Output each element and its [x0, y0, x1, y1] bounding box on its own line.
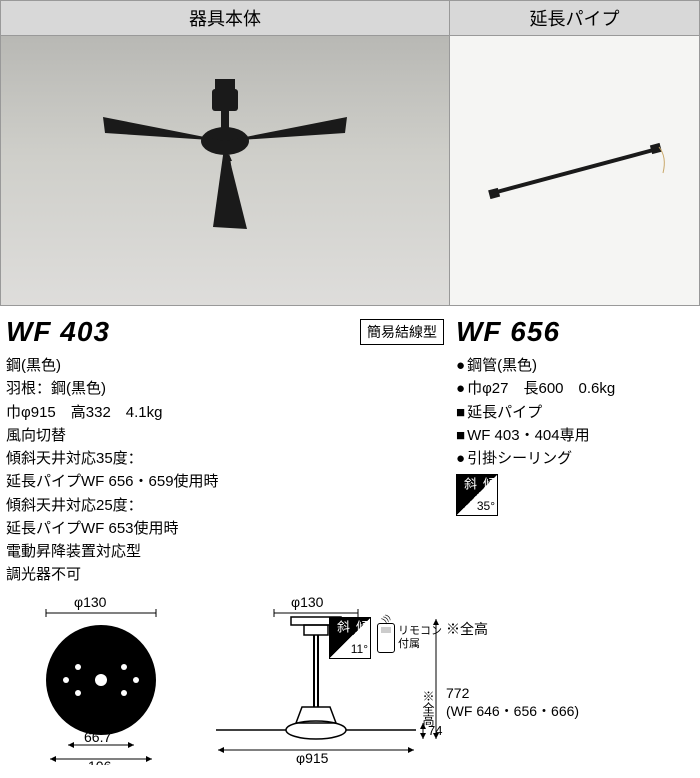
mount-plate-diagram: φ130 66.7 106: [6, 595, 196, 765]
spec-ext-col: WF 656 鋼管(黒色) 巾φ27 長600 0.6kg 延長パイプ WF 4…: [450, 312, 700, 587]
spec-line: 延長パイプWF 653使用時: [6, 517, 444, 540]
product-image-main: [0, 36, 450, 306]
svg-text:106: 106: [88, 758, 112, 765]
slant-badge-main: 傾斜 11°: [329, 617, 371, 659]
spec-line: 巾φ27 長600 0.6kg: [456, 377, 694, 400]
slant-badge-ext: 傾斜 35°: [456, 474, 498, 516]
svg-text:φ130: φ130: [291, 595, 324, 610]
spec-line: 電動昇降装置対応型: [6, 540, 444, 563]
header-main: 器具本体: [0, 0, 450, 36]
ceiling-fan-illustration: [95, 71, 355, 271]
spec-lines-ext: 鋼管(黒色) 巾φ27 長600 0.6kg 延長パイプ WF 403・404専…: [456, 354, 694, 470]
slant-label: 傾斜: [460, 477, 498, 490]
slant-label: 傾斜: [333, 620, 371, 633]
spec-lines-main: 鋼(黒色) 羽根：鋼(黒色) 巾φ915 高332 4.1kg 風向切替 傾斜天…: [6, 354, 444, 587]
product-image-ext: [450, 36, 700, 306]
spec-line: 調光器不可: [6, 563, 444, 586]
svg-text:66.7: 66.7: [84, 729, 111, 745]
model-ext: WF 656: [456, 316, 694, 348]
extension-pipe-illustration: [475, 131, 675, 211]
spec-line: 延長パイプ: [456, 401, 694, 424]
connection-badge: 簡易結線型: [360, 319, 444, 345]
dimension-diagram: φ130 66.7 106: [0, 587, 700, 778]
model-main: WF 403: [6, 316, 110, 348]
remote-badge: リモコン付属: [377, 623, 442, 653]
spec-line: 傾斜天井対応35度：: [6, 447, 444, 470]
svg-text:※全高: ※全高: [421, 690, 435, 727]
height-models: (WF 646・656・666): [446, 701, 694, 721]
height-value: 772: [446, 685, 694, 701]
spec-line: WF 403・404専用: [456, 424, 694, 447]
header-ext: 延長パイプ: [450, 0, 700, 36]
remote-label: リモコン付属: [398, 625, 442, 649]
svg-text:φ915: φ915: [296, 750, 329, 765]
spec-line: 延長パイプWF 656・659使用時: [6, 470, 444, 493]
spec-line: 傾斜天井対応25度：: [6, 494, 444, 517]
spec-line: 鋼(黒色): [6, 354, 444, 377]
spec-line: 風向切替: [6, 424, 444, 447]
slant-angle: 35°: [477, 499, 495, 513]
slant-angle: 11°: [351, 642, 368, 656]
note-zen: ※全高: [446, 619, 694, 639]
spec-main-col: WF 403 簡易結線型 傾斜 11° リモコン付属 鋼(黒色) 羽根：鋼: [0, 312, 450, 587]
spec-line: 羽根：鋼(黒色): [6, 377, 444, 400]
spec-line: 鋼管(黒色): [456, 354, 694, 377]
spec-line: 引掛シーリング: [456, 447, 694, 470]
remote-icon: [377, 623, 395, 653]
svg-text:φ130: φ130: [74, 595, 107, 610]
spec-line: 巾φ915 高332 4.1kg: [6, 401, 444, 424]
